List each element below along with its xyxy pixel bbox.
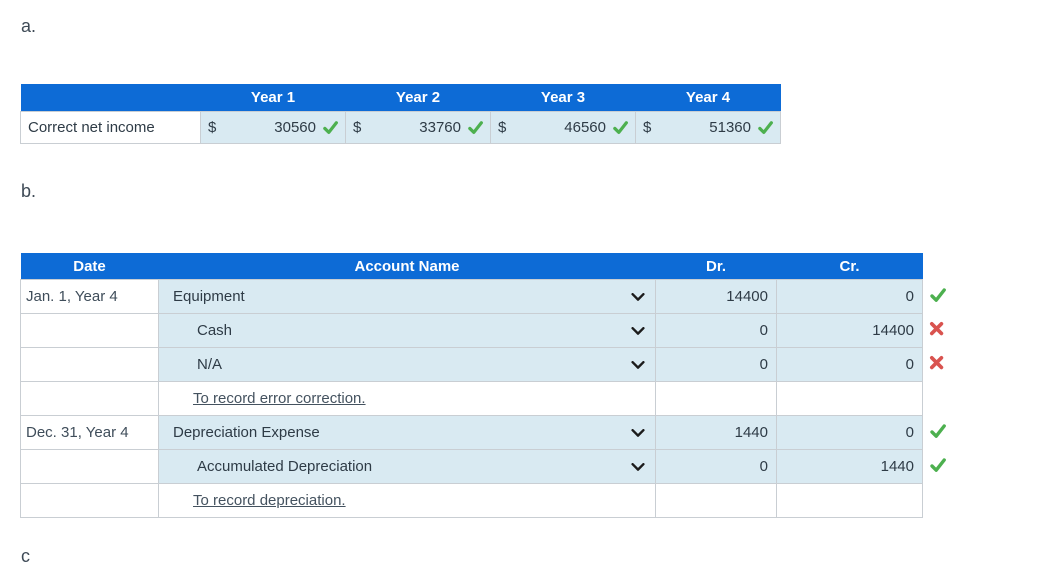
dr-column-header: Dr. (655, 253, 777, 280)
credit-amount-cell[interactable]: 0 (776, 415, 923, 450)
account-select[interactable]: Equipment (158, 279, 656, 314)
net-income-cell-year-1[interactable]: $ 30560 (200, 111, 346, 144)
account-name: Equipment (173, 288, 245, 305)
debit-amount-cell[interactable]: 0 (655, 347, 777, 382)
date-cell (20, 347, 159, 382)
journal-row: Jan. 1, Year 4 Equipment 14400 0 (20, 279, 949, 314)
x-icon (929, 321, 944, 336)
chevron-down-icon (631, 428, 645, 437)
journal-row: N/A 0 0 (20, 347, 949, 382)
credit-amount-cell[interactable] (776, 483, 923, 518)
date-cell (20, 483, 159, 518)
check-icon (929, 422, 947, 440)
x-icon (929, 355, 944, 370)
status-cell (922, 483, 949, 518)
status-cell (922, 279, 949, 314)
journal-row: Accumulated Depreciation 0 1440 (20, 449, 949, 484)
net-income-value: 51360 (709, 119, 751, 136)
credit-amount-cell[interactable]: 0 (776, 279, 923, 314)
debit-amount-cell[interactable] (655, 483, 777, 518)
net-income-cell-year-4[interactable]: $ 51360 (635, 111, 781, 144)
account-select[interactable]: Accumulated Depreciation (158, 449, 656, 484)
net-income-table: Year 1 Year 2 Year 3 Year 4 Correct net … (20, 84, 781, 144)
debit-amount-cell[interactable]: 1440 (655, 415, 777, 450)
account-select[interactable]: Cash (158, 313, 656, 348)
net-income-value: 46560 (564, 119, 606, 136)
status-cell (922, 347, 949, 382)
chevron-down-icon (631, 292, 645, 301)
check-icon (929, 286, 947, 304)
date-cell (20, 313, 159, 348)
currency-symbol: $ (208, 119, 217, 136)
net-income-row: Correct net income $ 30560 $ 33760 $ 4 (20, 111, 781, 144)
memo-link[interactable]: To record error correction. (193, 390, 366, 407)
journal-memo-row: To record depreciation. (20, 483, 949, 518)
memo-cell: To record error correction. (158, 381, 656, 416)
journal-row: Cash 0 14400 (20, 313, 949, 348)
account-name: N/A (197, 356, 223, 373)
check-icon (757, 119, 774, 136)
date-cell (20, 449, 159, 484)
date-cell: Jan. 1, Year 4 (20, 279, 159, 314)
corner-header-cell (20, 84, 201, 112)
debit-amount-cell[interactable] (655, 381, 777, 416)
status-cell (922, 449, 949, 484)
currency-symbol: $ (498, 119, 507, 136)
status-cell (922, 313, 949, 348)
account-select[interactable]: N/A (158, 347, 656, 382)
status-cell (922, 381, 949, 416)
check-icon (322, 119, 339, 136)
date-cell (20, 381, 159, 416)
section-b-label: b. (21, 181, 37, 201)
journal-memo-row: To record error correction. (20, 381, 949, 416)
credit-amount-cell[interactable]: 0 (776, 347, 923, 382)
account-name-column-header: Account Name (158, 253, 656, 280)
row-label: Correct net income (20, 111, 201, 144)
chevron-down-icon (631, 360, 645, 369)
status-cell (922, 415, 949, 450)
net-income-header-row: Year 1 Year 2 Year 3 Year 4 (20, 84, 781, 112)
chevron-down-icon (631, 326, 645, 335)
check-icon (929, 456, 947, 474)
year-1-header: Year 1 (200, 84, 346, 112)
account-name: Cash (197, 322, 233, 339)
net-income-cell-year-3[interactable]: $ 46560 (490, 111, 636, 144)
cr-column-header: Cr. (776, 253, 923, 280)
check-icon (612, 119, 629, 136)
debit-amount-cell[interactable]: 0 (655, 449, 777, 484)
section-c-label: c (21, 546, 30, 566)
net-income-value: 33760 (419, 119, 461, 136)
debit-amount-cell[interactable]: 0 (655, 313, 777, 348)
account-name: Accumulated Depreciation (197, 458, 373, 475)
section-a-label: a. (21, 16, 37, 36)
debit-amount-cell[interactable]: 14400 (655, 279, 777, 314)
memo-cell: To record depreciation. (158, 483, 656, 518)
currency-symbol: $ (643, 119, 652, 136)
account-select[interactable]: Depreciation Expense (158, 415, 656, 450)
account-name: Depreciation Expense (173, 424, 320, 441)
credit-amount-cell[interactable]: 14400 (776, 313, 923, 348)
year-4-header: Year 4 (635, 84, 781, 112)
credit-amount-cell[interactable]: 1440 (776, 449, 923, 484)
credit-amount-cell[interactable] (776, 381, 923, 416)
year-3-header: Year 3 (490, 84, 636, 112)
check-icon (467, 119, 484, 136)
journal-row: Dec. 31, Year 4 Depreciation Expense 144… (20, 415, 949, 450)
journal-header-row: Date Account Name Dr. Cr. (20, 253, 949, 280)
year-2-header: Year 2 (345, 84, 491, 112)
chevron-down-icon (631, 462, 645, 471)
net-income-cell-year-2[interactable]: $ 33760 (345, 111, 491, 144)
memo-link[interactable]: To record depreciation. (193, 492, 346, 509)
journal-entry-table: Date Account Name Dr. Cr. Jan. 1, Year 4… (20, 253, 949, 518)
net-income-value: 30560 (274, 119, 316, 136)
currency-symbol: $ (353, 119, 362, 136)
status-column-header (922, 253, 949, 280)
date-column-header: Date (20, 253, 159, 280)
date-cell: Dec. 31, Year 4 (20, 415, 159, 450)
